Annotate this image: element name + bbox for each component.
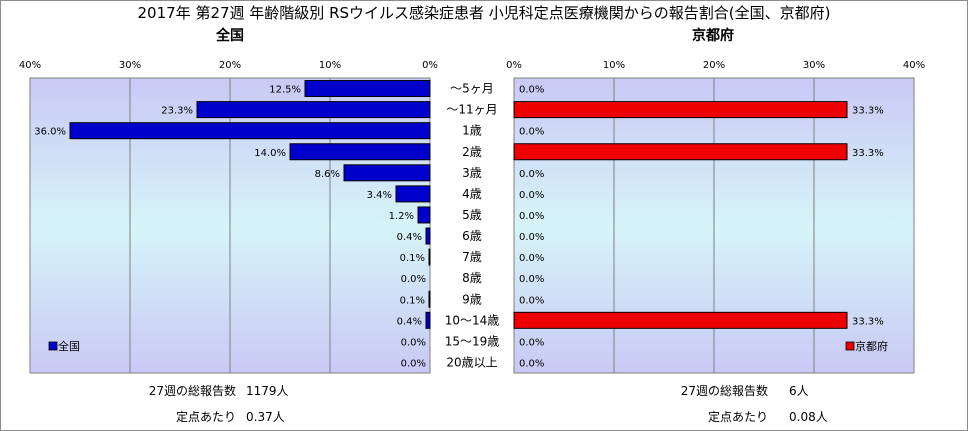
footer-kyoto-per-site-label: 定点あたり bbox=[708, 409, 768, 424]
category-label: ～11ヶ月 bbox=[446, 103, 497, 117]
data-label-kyoto: 0.0% bbox=[519, 358, 544, 369]
bar-national bbox=[428, 248, 431, 266]
bar-national bbox=[304, 80, 431, 98]
data-label-kyoto: 0.0% bbox=[519, 211, 544, 222]
bar-kyoto bbox=[513, 101, 848, 119]
category-label: ～5ヶ月 bbox=[450, 82, 494, 96]
legend-national: 全国 bbox=[48, 339, 80, 353]
x-tick-label-kyoto: 20% bbox=[703, 60, 725, 71]
category-label: 6歳 bbox=[462, 229, 482, 243]
bar-national bbox=[425, 227, 431, 245]
legend-swatch-kyoto bbox=[845, 341, 855, 351]
category-label: 2歳 bbox=[462, 145, 482, 159]
data-labels: 12.5% 0.0% 23.3% 33.3% 36.0% 0.0% 14.0% 33.3% 8.… bbox=[34, 85, 884, 370]
data-label-national: 1.2% bbox=[389, 211, 414, 222]
bar-kyoto bbox=[513, 311, 848, 329]
data-label-national: 8.6% bbox=[315, 169, 340, 180]
data-label-kyoto: 33.3% bbox=[852, 148, 884, 159]
footer-kyoto: 27週の総報告数 6人 定点あたり 0.08人 bbox=[681, 383, 828, 424]
legend-label-national: 全国 bbox=[58, 339, 80, 353]
data-label-national: 0.1% bbox=[400, 253, 425, 264]
bar-national bbox=[425, 311, 431, 329]
footer-national-per-site-value: 0.37人 bbox=[246, 410, 285, 424]
data-label-national: 0.0% bbox=[401, 274, 426, 285]
data-label-national: 0.4% bbox=[397, 316, 422, 327]
x-tick-label-national: 20% bbox=[219, 60, 241, 71]
data-label-kyoto: 0.0% bbox=[519, 295, 544, 306]
category-label: 10～14歳 bbox=[445, 313, 500, 327]
data-label-national: 0.0% bbox=[401, 358, 426, 369]
footer-national-total-label: 27週の総報告数 bbox=[149, 383, 236, 398]
data-label-national: 0.4% bbox=[397, 232, 422, 243]
bar-national bbox=[343, 164, 431, 182]
legend-kyoto: 京都府 bbox=[845, 339, 888, 353]
x-tick-label-national: 10% bbox=[319, 60, 341, 71]
data-label-kyoto: 0.0% bbox=[519, 274, 544, 285]
footer-kyoto-total-value: 6人 bbox=[789, 384, 809, 398]
footer-national: 27週の総報告数 1179人 定点あたり 0.37人 bbox=[149, 383, 289, 424]
x-tick-label-kyoto: 10% bbox=[603, 60, 625, 71]
category-label: 1歳 bbox=[462, 124, 482, 138]
data-label-national: 36.0% bbox=[34, 127, 66, 138]
axis-ticks: 40% 0% 30% 10% 20% 20% 10% 30% 0% 40% bbox=[19, 60, 925, 71]
bars bbox=[69, 80, 848, 329]
x-tick-label-national: 40% bbox=[19, 60, 41, 71]
bar-national bbox=[69, 122, 431, 140]
data-label-national: 14.0% bbox=[254, 148, 286, 159]
category-label: 9歳 bbox=[462, 292, 482, 306]
category-label: 4歳 bbox=[462, 187, 482, 201]
data-label-kyoto: 0.0% bbox=[519, 253, 544, 264]
panel-subtitle-kyoto: 京都府 bbox=[692, 27, 734, 44]
category-label: 15～19歳 bbox=[445, 334, 500, 348]
data-label-national: 0.1% bbox=[400, 295, 425, 306]
category-label: 20歳以上 bbox=[446, 355, 497, 369]
data-label-national: 3.4% bbox=[367, 190, 392, 201]
data-label-kyoto: 33.3% bbox=[852, 106, 884, 117]
data-label-kyoto: 0.0% bbox=[519, 169, 544, 180]
footer-national-per-site-label: 定点あたり bbox=[176, 409, 236, 424]
category-label: 5歳 bbox=[462, 208, 482, 222]
data-label-national: 23.3% bbox=[161, 106, 193, 117]
footer-kyoto-per-site-value: 0.08人 bbox=[789, 410, 828, 424]
data-label-national: 0.0% bbox=[401, 337, 426, 348]
bar-national bbox=[428, 290, 431, 308]
x-tick-label-national: 0% bbox=[422, 60, 438, 71]
category-label: 8歳 bbox=[462, 271, 482, 285]
category-label: 7歳 bbox=[462, 250, 482, 264]
data-label-kyoto: 0.0% bbox=[519, 232, 544, 243]
bar-national bbox=[289, 143, 431, 161]
bar-national bbox=[417, 206, 431, 224]
x-tick-label-kyoto: 30% bbox=[803, 60, 825, 71]
data-label-kyoto: 0.0% bbox=[519, 337, 544, 348]
bar-national bbox=[196, 101, 431, 119]
category-labels: ～5ヶ月 ～11ヶ月 1歳 2歳 3歳 4歳 5歳 6歳 7歳 8歳 9歳 10～14歳 15～19歳 2… bbox=[445, 82, 500, 370]
chart-title: 2017年 第27週 年齢階級別 RSウイルス感染症患者 小児科定点医療機関から… bbox=[138, 4, 831, 22]
data-label-kyoto: 0.0% bbox=[519, 85, 544, 96]
x-tick-label-kyoto: 40% bbox=[903, 60, 925, 71]
legend-swatch-national bbox=[48, 341, 58, 351]
bar-kyoto bbox=[513, 143, 848, 161]
footer-national-total-value: 1179人 bbox=[246, 384, 289, 398]
x-tick-label-national: 30% bbox=[119, 60, 141, 71]
bar-national bbox=[395, 185, 431, 203]
data-label-kyoto: 0.0% bbox=[519, 127, 544, 138]
category-label: 3歳 bbox=[462, 166, 482, 180]
legend-label-kyoto: 京都府 bbox=[855, 339, 888, 353]
data-label-national: 12.5% bbox=[269, 85, 301, 96]
data-label-kyoto: 0.0% bbox=[519, 190, 544, 201]
x-tick-label-kyoto: 0% bbox=[506, 60, 522, 71]
panel-subtitle-national: 全国 bbox=[215, 27, 244, 44]
footer-kyoto-total-label: 27週の総報告数 bbox=[681, 383, 768, 398]
data-label-kyoto: 33.3% bbox=[852, 316, 884, 327]
